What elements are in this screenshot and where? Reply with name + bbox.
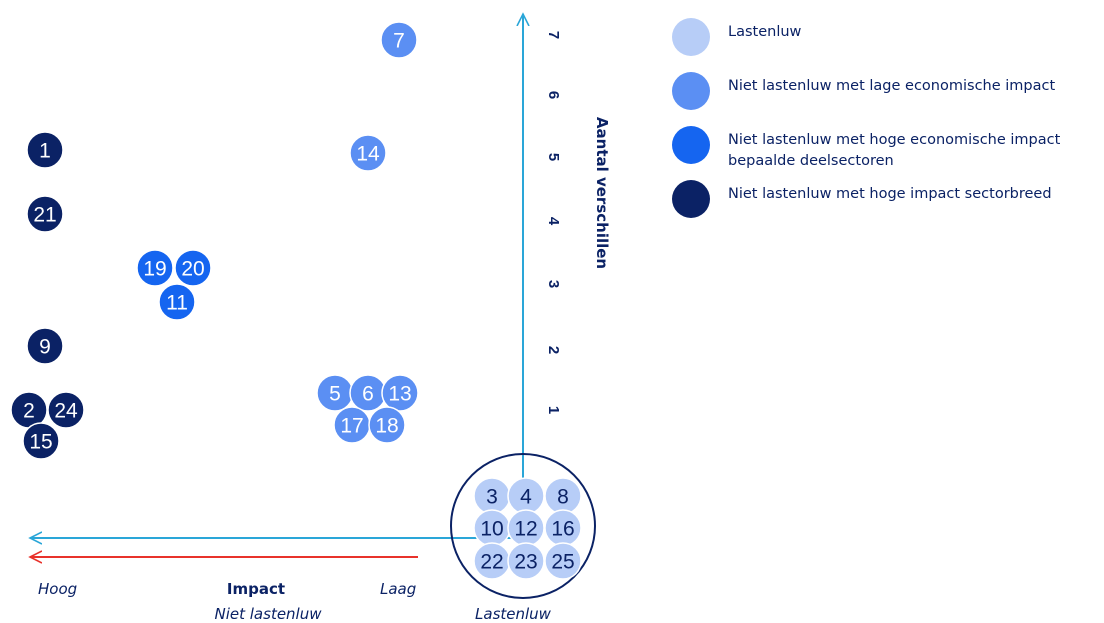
legend-swatch-lastenluw bbox=[672, 18, 710, 56]
bubble-circle bbox=[174, 249, 212, 287]
bubble-22: 22 bbox=[473, 542, 511, 580]
bubble-15: 15 bbox=[22, 422, 60, 460]
bubble-6: 6 bbox=[349, 374, 387, 412]
x-group-left: Niet lastenluw bbox=[215, 605, 323, 623]
bubble-8: 8 bbox=[544, 477, 582, 515]
legend: Lastenluw Niet lastenluw met lage econom… bbox=[672, 14, 1102, 230]
bubble-label: 12 bbox=[514, 518, 537, 541]
bubble-label: 13 bbox=[388, 383, 411, 406]
legend-swatch-hoog-breed bbox=[672, 180, 710, 218]
bubble-25: 25 bbox=[544, 542, 582, 580]
bubble-label: 9 bbox=[39, 336, 51, 359]
bubble-5: 5 bbox=[316, 374, 354, 412]
legend-item-hoog-breed: Niet lastenluw met hoge impact sectorbre… bbox=[672, 176, 1102, 230]
bubble-label: 3 bbox=[486, 486, 498, 509]
y-tick-label: 3 bbox=[545, 280, 562, 288]
legend-swatch-hoog-deel bbox=[672, 126, 710, 164]
bubble-13: 13 bbox=[381, 374, 419, 412]
lastenluw-group-ring bbox=[450, 453, 596, 599]
legend-item-laag: Niet lastenluw met lage economische impa… bbox=[672, 68, 1102, 122]
bubble-label: 8 bbox=[557, 486, 569, 509]
y-tick-label: 1 bbox=[545, 406, 562, 414]
bubble-2: 2 bbox=[10, 391, 48, 429]
bubble-circle bbox=[349, 134, 387, 172]
bubble-label: 23 bbox=[514, 551, 537, 574]
x-label-center: Impact bbox=[227, 580, 285, 598]
bubble-label: 21 bbox=[33, 204, 56, 227]
bubble-label: 22 bbox=[480, 551, 503, 574]
bubble-circle bbox=[380, 21, 418, 59]
bubble-label: 7 bbox=[393, 30, 405, 53]
bubble-17: 17 bbox=[333, 406, 371, 444]
legend-label: Niet lastenluw met hoge impact sectorbre… bbox=[728, 186, 1052, 202]
bubble-label: 19 bbox=[143, 258, 166, 281]
bubble-10: 10 bbox=[473, 509, 511, 547]
bubble-label: 16 bbox=[551, 518, 574, 541]
legend-label: Niet lastenluw met lage economische impa… bbox=[728, 78, 1056, 94]
bubble-label: 17 bbox=[340, 415, 363, 438]
y-tick-label: 4 bbox=[545, 217, 562, 226]
bubble-12: 12 bbox=[507, 509, 545, 547]
legend-swatch-laag bbox=[672, 72, 710, 110]
bubble-circle bbox=[507, 542, 545, 580]
bubble-3: 3 bbox=[473, 477, 511, 515]
x-label-right: Laag bbox=[380, 580, 416, 598]
y-tick-label: 7 bbox=[545, 31, 562, 39]
legend-item-hoog-deel: Niet lastenluw met hoge economische impa… bbox=[672, 122, 1102, 176]
bubble-label: 6 bbox=[362, 383, 374, 406]
bubble-24: 24 bbox=[47, 391, 85, 429]
bubble-circle bbox=[26, 131, 64, 169]
bubble-circle bbox=[158, 283, 196, 321]
bubble-label: 14 bbox=[356, 143, 380, 166]
bubble-circle bbox=[47, 391, 85, 429]
bubble-19: 19 bbox=[136, 249, 174, 287]
x-label-left: Hoog bbox=[38, 580, 77, 598]
bubble-23: 23 bbox=[507, 542, 545, 580]
bubble-label: 5 bbox=[329, 383, 341, 406]
bubble-label: 15 bbox=[29, 431, 52, 454]
bubble-label: 25 bbox=[551, 551, 574, 574]
bubble-20: 20 bbox=[174, 249, 212, 287]
bubble-label: 1 bbox=[39, 140, 51, 163]
bubble-label: 24 bbox=[54, 400, 78, 423]
bubble-21: 21 bbox=[26, 195, 64, 233]
bubble-label: 11 bbox=[166, 292, 188, 315]
y-tick-label: 5 bbox=[545, 153, 562, 161]
bubble-circle bbox=[26, 195, 64, 233]
bubble-label: 4 bbox=[520, 486, 532, 509]
bubble-label: 18 bbox=[375, 415, 398, 438]
bubble-18: 18 bbox=[368, 406, 406, 444]
bubble-circle bbox=[26, 327, 64, 365]
bubble-circle bbox=[22, 422, 60, 460]
bubble-11: 11 bbox=[158, 283, 196, 321]
bubble-16: 16 bbox=[544, 509, 582, 547]
bubble-label: 2 bbox=[23, 400, 35, 423]
bubble-1: 1 bbox=[26, 131, 64, 169]
legend-item-lastenluw: Lastenluw bbox=[672, 14, 1102, 68]
bubble-7: 7 bbox=[380, 21, 418, 59]
bubble-label: 20 bbox=[181, 258, 204, 281]
y-tick-label: 6 bbox=[545, 91, 562, 99]
legend-label: Niet lastenluw met hoge economische impa… bbox=[728, 132, 1061, 169]
y-tick-label: 2 bbox=[545, 346, 562, 354]
bubble-14: 14 bbox=[349, 134, 387, 172]
x-group-right: Lastenluw bbox=[475, 605, 552, 623]
bubble-circle bbox=[368, 406, 406, 444]
bubble-4: 4 bbox=[507, 477, 545, 515]
bubble-circle bbox=[136, 249, 174, 287]
bubble-circle bbox=[544, 542, 582, 580]
legend-label: Lastenluw bbox=[728, 24, 802, 40]
bubble-label: 10 bbox=[480, 518, 503, 541]
y-axis-label: Aantal verschillen bbox=[593, 117, 611, 269]
bubble-circle bbox=[381, 374, 419, 412]
y-ticks: 1 2 3 4 5 6 7 bbox=[545, 31, 562, 414]
bubble-9: 9 bbox=[26, 327, 64, 365]
